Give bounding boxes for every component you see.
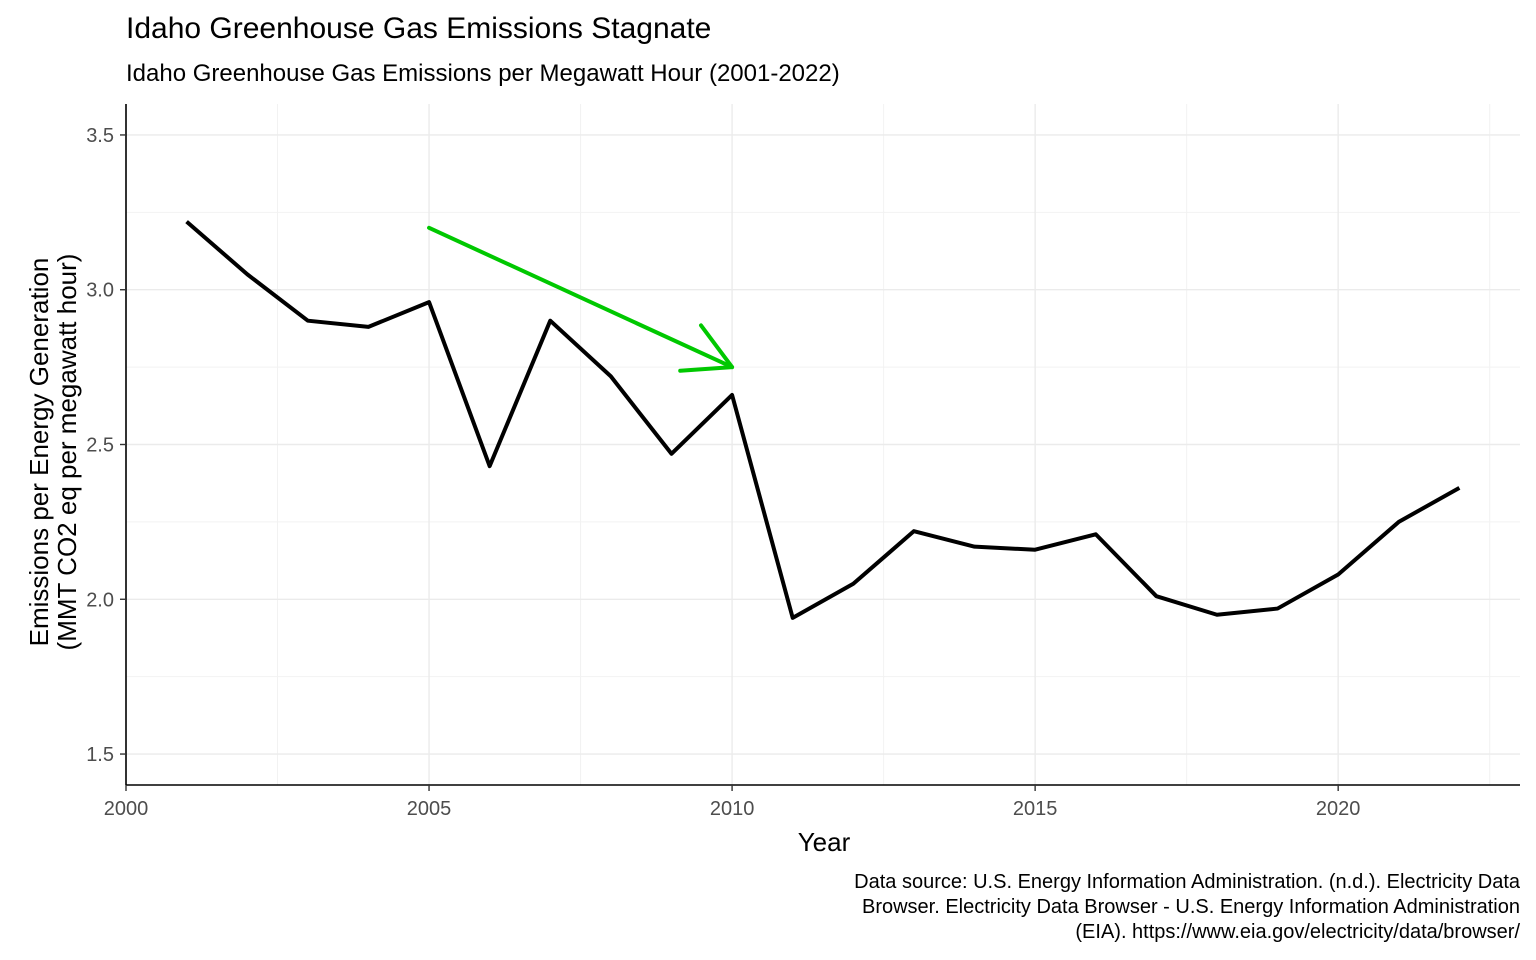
annotation-layer (427, 225, 735, 373)
axes (120, 104, 1520, 791)
trend-arrow-head (678, 323, 735, 373)
data-source-caption: Data source: U.S. Energy Information Adm… (720, 870, 1520, 945)
caption-line: (EIA). https://www.eia.gov/electricity/d… (1075, 921, 1520, 943)
x-tick-label: 2010 (710, 798, 755, 820)
x-tick-label: 2000 (104, 798, 149, 820)
chart-subtitle: Idaho Greenhouse Gas Emissions per Megaw… (126, 60, 840, 87)
major-grid (125, 104, 1520, 785)
x-axis-title: Year (798, 827, 851, 857)
y-tick-label: 1.5 (86, 744, 114, 766)
chart-title: Idaho Greenhouse Gas Emissions Stagnate (126, 12, 712, 45)
y-tick-label: 2.0 (86, 589, 114, 611)
minor-grid (126, 104, 1520, 785)
y-tick-label: 2.5 (86, 435, 114, 457)
y-axis-title-line1: Emissions per Energy Generation (24, 258, 54, 647)
x-tick-label: 2020 (1316, 798, 1361, 820)
y-tick-label: 3.5 (86, 125, 114, 147)
caption-line: Data source: U.S. Energy Information Adm… (854, 871, 1520, 893)
y-axis-title-line2: (MMT CO2 eq per megawatt hour) (52, 254, 82, 651)
tick-labels: 2000 2005 2010 2015 2020 1.5 2.0 2.5 3.0 3.5 (86, 125, 1360, 820)
series-line (185, 220, 1461, 620)
trend-arrow-shaft (427, 225, 735, 370)
x-tick-label: 2005 (407, 798, 452, 820)
y-tick-label: 3.0 (86, 280, 114, 302)
x-tick-label: 2015 (1013, 798, 1058, 820)
caption-line: Browser. Electricity Data Browser - U.S.… (861, 896, 1520, 918)
series-layer (185, 220, 1461, 620)
